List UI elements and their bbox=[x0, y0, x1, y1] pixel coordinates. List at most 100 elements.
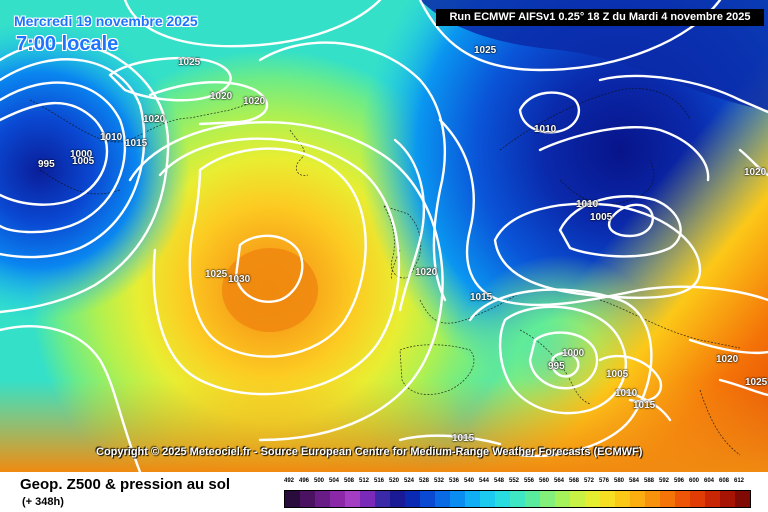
legend-swatch-536 bbox=[450, 491, 465, 507]
copyright-notice: Copyright © 2025 Meteociel.fr - Source E… bbox=[96, 446, 643, 458]
legend-tick-524: 524 bbox=[404, 478, 415, 484]
label-1015-africa: 1015 bbox=[452, 433, 475, 444]
legend-swatch-548 bbox=[495, 491, 510, 507]
legend-swatch-588 bbox=[645, 491, 660, 507]
legend-tick-576: 576 bbox=[599, 478, 610, 484]
legend-tick-580: 580 bbox=[614, 478, 625, 484]
label-1005-west: 1005 bbox=[72, 156, 95, 167]
legend-tick-552: 552 bbox=[509, 478, 520, 484]
legend-tick-492: 492 bbox=[284, 478, 295, 484]
legend-tick-516: 516 bbox=[374, 478, 385, 484]
label-1010-baltic: 1010 bbox=[576, 199, 599, 210]
label-1015-aegean: 1015 bbox=[633, 400, 656, 411]
legend-swatch-504 bbox=[330, 491, 345, 507]
legend-swatch-604 bbox=[705, 491, 720, 507]
legend-swatch-528 bbox=[420, 491, 435, 507]
legend-tick-584: 584 bbox=[629, 478, 640, 484]
legend-swatch-600 bbox=[690, 491, 705, 507]
legend-swatch-592 bbox=[660, 491, 675, 507]
label-1020-biscay: 1020 bbox=[415, 267, 438, 278]
legend-swatch-556 bbox=[525, 491, 540, 507]
legend-swatch-496 bbox=[300, 491, 315, 507]
legend-tick-592: 592 bbox=[659, 478, 670, 484]
legend-swatch-540 bbox=[465, 491, 480, 507]
legend-tick-500: 500 bbox=[314, 478, 325, 484]
label-1020-turkey: 1020 bbox=[716, 354, 739, 365]
label-1005-balkans: 1005 bbox=[606, 369, 629, 380]
label-1020-greenland: 1020 bbox=[143, 114, 166, 125]
legend-tick-532: 532 bbox=[434, 478, 445, 484]
legend-tick-612: 612 bbox=[734, 478, 745, 484]
label-1015-france: 1015 bbox=[470, 292, 493, 303]
label-1015-greenland: 1015 bbox=[125, 138, 148, 149]
legend-tick-560: 560 bbox=[539, 478, 550, 484]
legend-swatch-608 bbox=[720, 491, 735, 507]
label-1000-west: 1000 bbox=[70, 149, 93, 160]
legend-tick-504: 504 bbox=[329, 478, 340, 484]
legend-tick-496: 496 bbox=[299, 478, 310, 484]
footer-bar: Geop. Z500 & pression au sol (+ 348h) 49… bbox=[0, 472, 768, 512]
legend-swatch-576 bbox=[600, 491, 615, 507]
legend-tick-588: 588 bbox=[644, 478, 655, 484]
label-1020-iceland: 1020 bbox=[210, 91, 233, 102]
legend-swatch-524 bbox=[405, 491, 420, 507]
legend-tick-568: 568 bbox=[569, 478, 580, 484]
legend-swatch-580 bbox=[615, 491, 630, 507]
legend-tick-564: 564 bbox=[554, 478, 565, 484]
label-1025-arctic: 1025 bbox=[474, 45, 497, 56]
legend-swatch-512 bbox=[360, 491, 375, 507]
legend-swatch-596 bbox=[675, 491, 690, 507]
isobars bbox=[0, 0, 768, 472]
legend-swatch-544 bbox=[480, 491, 495, 507]
legend-swatch-568 bbox=[570, 491, 585, 507]
legend-tick-556: 556 bbox=[524, 478, 535, 484]
label-1030-azores: 1030 bbox=[228, 274, 251, 285]
label-1010-greece: 1010 bbox=[615, 388, 638, 399]
legend-tick-520: 520 bbox=[389, 478, 400, 484]
legend-swatch-584 bbox=[630, 491, 645, 507]
label-995-italy: 995 bbox=[548, 361, 565, 372]
label-1010-greenland: 1010 bbox=[100, 132, 123, 143]
legend-swatch-532 bbox=[435, 491, 450, 507]
local-time: 7:00 locale bbox=[16, 33, 119, 55]
legend-swatch-508 bbox=[345, 491, 360, 507]
forecast-map: 995 1000 1005 1010 1015 1020 1020 1020 1… bbox=[0, 0, 768, 472]
label-1000-italy: 1000 bbox=[562, 348, 585, 359]
legend-tick-600: 600 bbox=[689, 478, 700, 484]
label-1020-iceland-2: 1020 bbox=[243, 96, 266, 107]
legend-swatch-516 bbox=[375, 491, 390, 507]
legend-tick-512: 512 bbox=[359, 478, 370, 484]
label-1025-north-atlantic: 1025 bbox=[178, 57, 201, 68]
legend-tick-548: 548 bbox=[494, 478, 505, 484]
z500-map-graphic bbox=[0, 0, 768, 472]
legend-swatch-572 bbox=[585, 491, 600, 507]
label-1025-azores: 1025 bbox=[205, 269, 228, 280]
legend-swatches bbox=[284, 490, 751, 508]
legend-swatch-492 bbox=[285, 491, 300, 507]
legend-tick-536: 536 bbox=[449, 478, 460, 484]
legend-swatch-500 bbox=[315, 491, 330, 507]
legend-tick-540: 540 bbox=[464, 478, 475, 484]
legend-tick-608: 608 bbox=[719, 478, 730, 484]
legend-tick-572: 572 bbox=[584, 478, 595, 484]
model-run-info: Run ECMWF AIFSv1 0.25° 18 Z du Mardi 4 n… bbox=[436, 9, 764, 26]
legend-tick-528: 528 bbox=[419, 478, 430, 484]
label-1025-east: 1025 bbox=[745, 377, 768, 388]
legend-swatch-552 bbox=[510, 491, 525, 507]
label-1005-baltic: 1005 bbox=[590, 212, 613, 223]
legend-swatch-560 bbox=[540, 491, 555, 507]
legend-swatch-564 bbox=[555, 491, 570, 507]
forecast-date: Mercredi 19 novembre 2025 bbox=[14, 13, 198, 29]
label-1010-scandinavia: 1010 bbox=[534, 124, 557, 135]
lead-time: (+ 348h) bbox=[22, 496, 64, 508]
legend-tick-544: 544 bbox=[479, 478, 490, 484]
legend-swatch-520 bbox=[390, 491, 405, 507]
label-1020-russia: 1020 bbox=[744, 167, 767, 178]
color-legend: 492 496 500 504 508 512 516 520 524 528 532 536 540 5… bbox=[284, 478, 752, 512]
legend-tick-596: 596 bbox=[674, 478, 685, 484]
legend-tick-604: 604 bbox=[704, 478, 715, 484]
legend-swatch-612 bbox=[735, 491, 750, 507]
legend-tick-508: 508 bbox=[344, 478, 355, 484]
label-995-west: 995 bbox=[38, 159, 55, 170]
product-title: Geop. Z500 & pression au sol bbox=[20, 476, 231, 493]
